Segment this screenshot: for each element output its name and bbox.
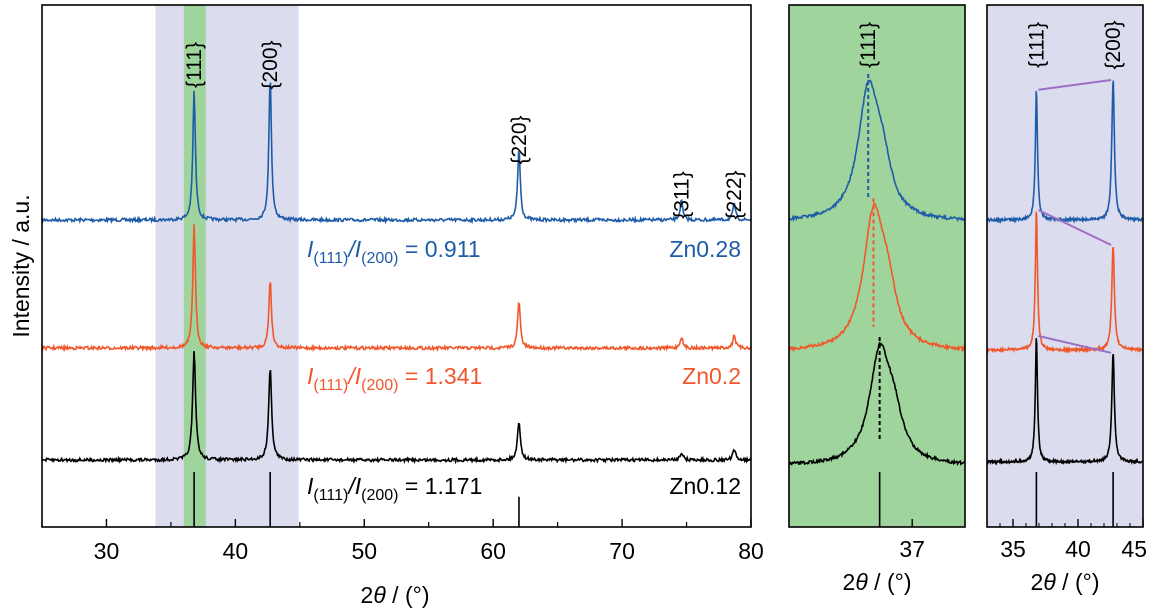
zoomrange-reflection-label-0: {111} [1025,22,1048,68]
x-label-part: 2 [843,569,856,595]
x-label-part: 2 [1031,569,1044,595]
x-tick-label-30: 30 [94,538,120,564]
xrd-trace-Zn0-12 [41,350,752,465]
zoom-111-panel: {111} 37 2θ / (°) [788,4,966,595]
main-x-axis-label: 2θ / (°) [361,582,430,608]
ratio-part: I [355,363,362,389]
ratio-part: / [346,473,357,499]
series-name-Zn0-28: Zn0.28 [669,236,741,262]
main-plot-frame [41,4,752,528]
main-xrd-panel: {111} {200}{220}{311} {222}I(111)/I(200) =… [8,4,764,608]
x-label-part: 2 [361,582,374,608]
ratio-part: I [355,473,362,499]
series-name-Zn0-12: Zn0.12 [669,473,741,499]
intensity-ratio-Zn0-2: I(111)/I(200) = 1.341 [307,363,482,394]
x-label-part: / (°) [868,569,912,595]
zoom111-trace-Zn0-2 [788,202,966,353]
x-label-part: / (°) [386,582,430,608]
x-label-part: θ [373,582,386,608]
zoom111-reflection-label: {111} [857,22,880,68]
x-tick-label-50: 50 [351,538,377,564]
ratio-part: = 0.911 [399,236,481,262]
xrd-trace-Zn0-2 [41,224,752,353]
x-tick-label-40: 40 [223,538,249,564]
ratio-part: (200) [361,377,398,394]
ratio-part: (111) [313,487,348,504]
zoom111-frame [788,4,966,528]
series-name-Zn0-2: Zn0.2 [682,363,741,389]
reflection-label-1: {200} [259,40,282,89]
zoomrange-x-tick-label-40: 40 [1065,536,1091,562]
zoom111-trace-Zn0-28 [788,79,966,223]
x-tick-label-80: 80 [738,538,764,564]
zoomrange-trend-line-Zn0-28 [1038,79,1112,91]
ratio-part: I [307,473,314,499]
reflection-label-0: {111} [183,42,206,88]
ratio-part: (200) [361,487,398,504]
zoomrange-background [987,5,1143,527]
intensity-ratio-Zn0-28: I(111)/I(200) = 0.911 [307,236,481,267]
ratio-part: = 1.341 [399,363,483,389]
reflection-label-4: {222} [723,170,746,219]
x-label-part: / (°) [1056,569,1100,595]
x-label-part: θ [855,569,868,595]
zoomrange-reflection-label-1: {200} [1102,20,1125,69]
ratio-part: (111) [313,377,348,394]
ratio-part: / [346,363,357,389]
xrd-trace-Zn0-28 [41,82,752,225]
zoomrange-x-axis-label: 2θ / (°) [1031,569,1100,595]
zoomrange-trace-Zn0-2 [986,211,1144,354]
ratio-part: (200) [361,250,398,267]
highlight-band-range [155,5,299,527]
x-tick-label-60: 60 [480,538,506,564]
ratio-part: = 1.171 [399,473,483,499]
reflection-label-2: {220} [508,115,531,164]
ratio-part: (111) [313,250,348,267]
zoomrange-trend-line-Zn0-12 [1038,335,1112,354]
reflection-label-3: {311} [670,171,693,219]
ratio-part: I [307,236,314,262]
x-label-part: θ [1043,569,1056,595]
zoom111-x-axis-label: 2θ / (°) [843,569,912,595]
intensity-ratio-Zn0-12: I(111)/I(200) = 1.171 [307,473,482,504]
main-y-axis-label: Intensity / a.u. [8,194,34,337]
zoom-range-panel: {111} {200} 35 40 45 2θ / (°) [986,4,1147,595]
zoom111-background [789,5,965,527]
zoom111-x-tick-label-37: 37 [899,536,925,562]
ratio-part: / [346,236,357,262]
ratio-part: I [355,236,362,262]
zoomrange-x-tick-label-35: 35 [1000,536,1026,562]
zoomrange-x-tick-label-45: 45 [1121,536,1147,562]
zoomrange-trace-Zn0-12 [986,338,1144,466]
zoom111-trace-Zn0-12 [788,341,966,467]
zoomrange-trend-line-Zn0-2 [1037,209,1112,246]
zoomrange-trace-Zn0-28 [986,80,1144,225]
ratio-part: I [307,363,314,389]
x-tick-label-70: 70 [609,538,635,564]
